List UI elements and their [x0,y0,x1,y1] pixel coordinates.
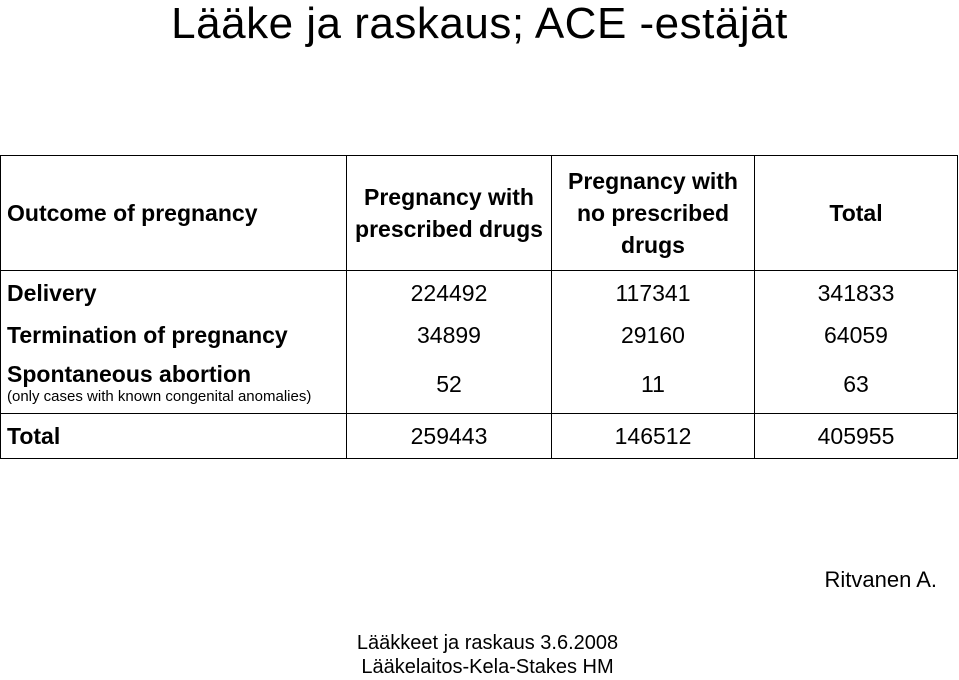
table-row: Termination of pregnancy 34899 29160 640… [0,315,958,355]
table-row: Delivery 224492 117341 341833 [0,270,958,315]
cell-no-drugs: 117341 [551,270,755,315]
row-label: Termination of pregnancy [0,315,347,355]
cell-with-drugs: 52 [346,355,552,414]
author-credit: Ritvanen A. [824,567,937,592]
total-total: 405955 [754,413,958,459]
header-total: Total [754,155,958,271]
footer-line-1: Lääkkeet ja raskaus 3.6.2008 [356,632,619,654]
total-row: Total 259443 146512 405955 [0,413,958,459]
cell-total: 64059 [754,315,958,355]
total-label: Total [0,413,347,459]
cell-total: 341833 [754,270,958,315]
cell-with-drugs: 34899 [346,315,552,355]
pregnancy-outcome-table: Outcome of pregnancy Pregnancy with pres… [0,155,958,459]
cell-with-drugs: 224492 [346,270,552,315]
row-note: (only cases with known congenital anomal… [7,388,312,405]
footer-line-2: Lääkelaitos-Kela-Stakes HM [361,656,614,678]
table-row: Spontaneous abortion (only cases with kn… [0,355,958,414]
total-no-drugs: 146512 [551,413,755,459]
header-with-drugs: Pregnancy with prescribed drugs [346,155,552,271]
header-no-drugs: Pregnancy with no prescribed drugs [551,155,755,271]
row-label-cell: Spontaneous abortion (only cases with kn… [0,355,347,414]
cell-no-drugs: 11 [551,355,755,414]
header-outcome: Outcome of pregnancy [0,155,347,271]
total-with-drugs: 259443 [346,413,552,459]
row-label: Spontaneous abortion [7,361,252,387]
cell-no-drugs: 29160 [551,315,755,355]
row-label: Delivery [0,270,347,315]
cell-total: 63 [754,355,958,414]
slide-title: Lääke ja raskaus; ACE -estäjät [171,0,788,48]
table-header-row: Outcome of pregnancy Pregnancy with pres… [0,155,958,271]
